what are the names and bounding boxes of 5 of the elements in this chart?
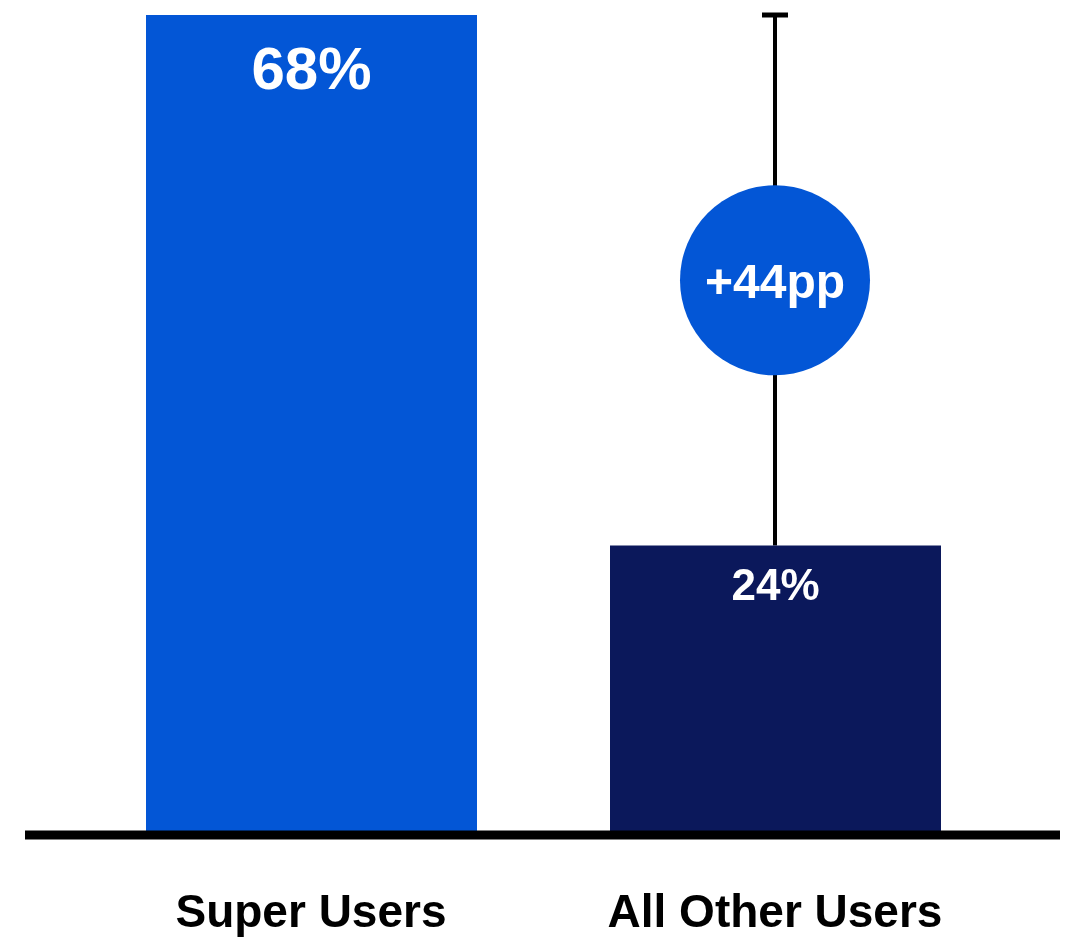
data-label: 24% <box>731 560 820 610</box>
x-tick-label: All Other Users <box>607 885 943 937</box>
annotation: +44pp <box>704 255 846 309</box>
data-label: 68% <box>251 35 372 103</box>
x-tick-label: Super Users <box>175 885 447 937</box>
